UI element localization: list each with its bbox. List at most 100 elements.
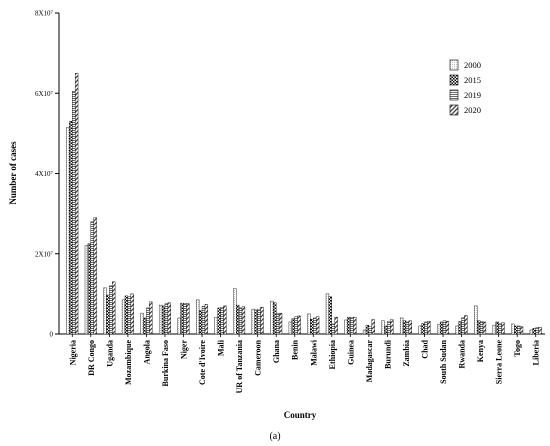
- bar-2015: [384, 325, 388, 335]
- bars: [66, 72, 542, 337]
- bar-2000: [344, 319, 348, 335]
- x-tick-label: Benin: [291, 339, 300, 360]
- bar-2019: [331, 323, 335, 335]
- bar-2020: [130, 293, 134, 335]
- bar-2019: [516, 325, 521, 335]
- x-tick-label: Angola: [142, 340, 151, 364]
- bar-2000: [103, 287, 107, 335]
- bar-2000: [84, 245, 89, 335]
- bar-2019: [424, 321, 428, 335]
- bar-2015: [198, 310, 203, 335]
- bar-2019: [90, 221, 94, 335]
- legend-label: 2020: [464, 105, 481, 115]
- x-tick-label: Cote d'Ivoire: [198, 340, 207, 385]
- bar-2015: [87, 243, 92, 335]
- bar-2015: [291, 318, 295, 335]
- bar-2019: [201, 306, 206, 335]
- bar-2020: [334, 316, 338, 335]
- bar-2020: [501, 322, 505, 335]
- bar-2000: [418, 325, 422, 335]
- bar-2000: [455, 325, 459, 335]
- bar-2020: [167, 302, 171, 335]
- x-tick-label: DR Congo: [87, 340, 96, 376]
- bar-2015: [217, 307, 221, 335]
- bar-2015: [402, 320, 407, 335]
- legend-swatch: [449, 89, 459, 101]
- x-tick-label: Ghana: [272, 340, 281, 363]
- bar-2020: [315, 316, 320, 335]
- bar-2015: [143, 317, 147, 335]
- bar-2020: [390, 319, 394, 335]
- bar-2020: [260, 306, 264, 335]
- x-tick-label: Madagascar: [365, 340, 374, 383]
- bar-2015: [495, 321, 499, 335]
- bar-2015: [161, 305, 166, 335]
- bar-2000: [325, 293, 330, 335]
- bar-2015: [106, 294, 110, 335]
- bar-2020: [408, 320, 412, 335]
- x-tick-label: Togo: [513, 340, 522, 357]
- bar-2000: [233, 288, 237, 335]
- bar-2015: [532, 328, 536, 335]
- bar-2019: [238, 307, 243, 335]
- bar-2020: [278, 312, 283, 335]
- bar-2019: [257, 308, 261, 335]
- x-tick-label: Chad: [421, 339, 430, 358]
- bar-2019: [442, 320, 447, 335]
- bar-2015: [347, 316, 351, 335]
- y-tick-label: 8X10⁷: [35, 10, 54, 18]
- y-tick-label: 0: [50, 331, 54, 339]
- figure-label: (a): [269, 431, 280, 442]
- bar-2015: [236, 304, 240, 335]
- bar-2000: [121, 299, 126, 335]
- x-tick-label: Liberia: [532, 340, 541, 365]
- x-tick-label: Guinea: [346, 340, 355, 365]
- x-tick-label: Mali: [217, 339, 226, 356]
- bar-2020: [538, 326, 542, 335]
- bar-2000: [474, 305, 478, 335]
- bar-2000: [214, 316, 218, 335]
- bar-2000: [177, 317, 181, 335]
- bar-2019: [479, 321, 484, 335]
- bar-2019: [498, 322, 502, 335]
- bar-2000: [307, 313, 311, 335]
- bar-2020: [204, 304, 209, 335]
- bar-2000: [492, 324, 496, 335]
- x-tick-label: Rwanda: [458, 340, 467, 368]
- bar-2000: [381, 320, 385, 335]
- y-tick-label: 2X10⁷: [35, 250, 54, 258]
- x-tick-label: Burundi: [383, 339, 392, 369]
- bar-2020: [149, 301, 153, 335]
- bar-2019: [146, 307, 150, 335]
- bar-2000: [399, 317, 404, 335]
- bar-2020: [241, 306, 246, 335]
- bar-2020: [445, 320, 450, 335]
- x-tick-label: Niger: [180, 340, 189, 360]
- bar-2000: [140, 312, 144, 335]
- bar-2019: [275, 312, 280, 335]
- legend-label: 2019: [464, 90, 481, 100]
- bar-2019: [220, 307, 224, 335]
- bar-2015: [514, 325, 518, 335]
- x-tick-label: Nigeria: [68, 340, 77, 365]
- bar-2015: [180, 302, 184, 335]
- bar-2019: [109, 285, 113, 335]
- bar-2020: [371, 319, 375, 335]
- bar-2020: [93, 217, 97, 335]
- x-tick-label: Mozambique: [124, 340, 133, 385]
- bar-2000: [196, 299, 200, 335]
- bar-2000: [511, 323, 515, 335]
- x-tick-label: Uganda: [105, 340, 114, 367]
- bar-2019: [294, 316, 298, 335]
- y-axis-title: Number of cases: [8, 141, 18, 205]
- legend-swatch: [449, 74, 459, 86]
- y-tick-label: 4X10⁷: [35, 170, 54, 178]
- bar-2019: [461, 317, 465, 335]
- bar-2020: [519, 326, 524, 335]
- legend: 2000 2015 2019 2020: [449, 59, 481, 116]
- bar-2000: [251, 308, 255, 335]
- bar-2000: [529, 329, 534, 335]
- legend-swatch: [449, 104, 459, 116]
- category-labels: Nigeria DR Congo Uganda Mozambique Angola Bur…: [68, 339, 540, 393]
- legend-label: 2000: [464, 60, 481, 70]
